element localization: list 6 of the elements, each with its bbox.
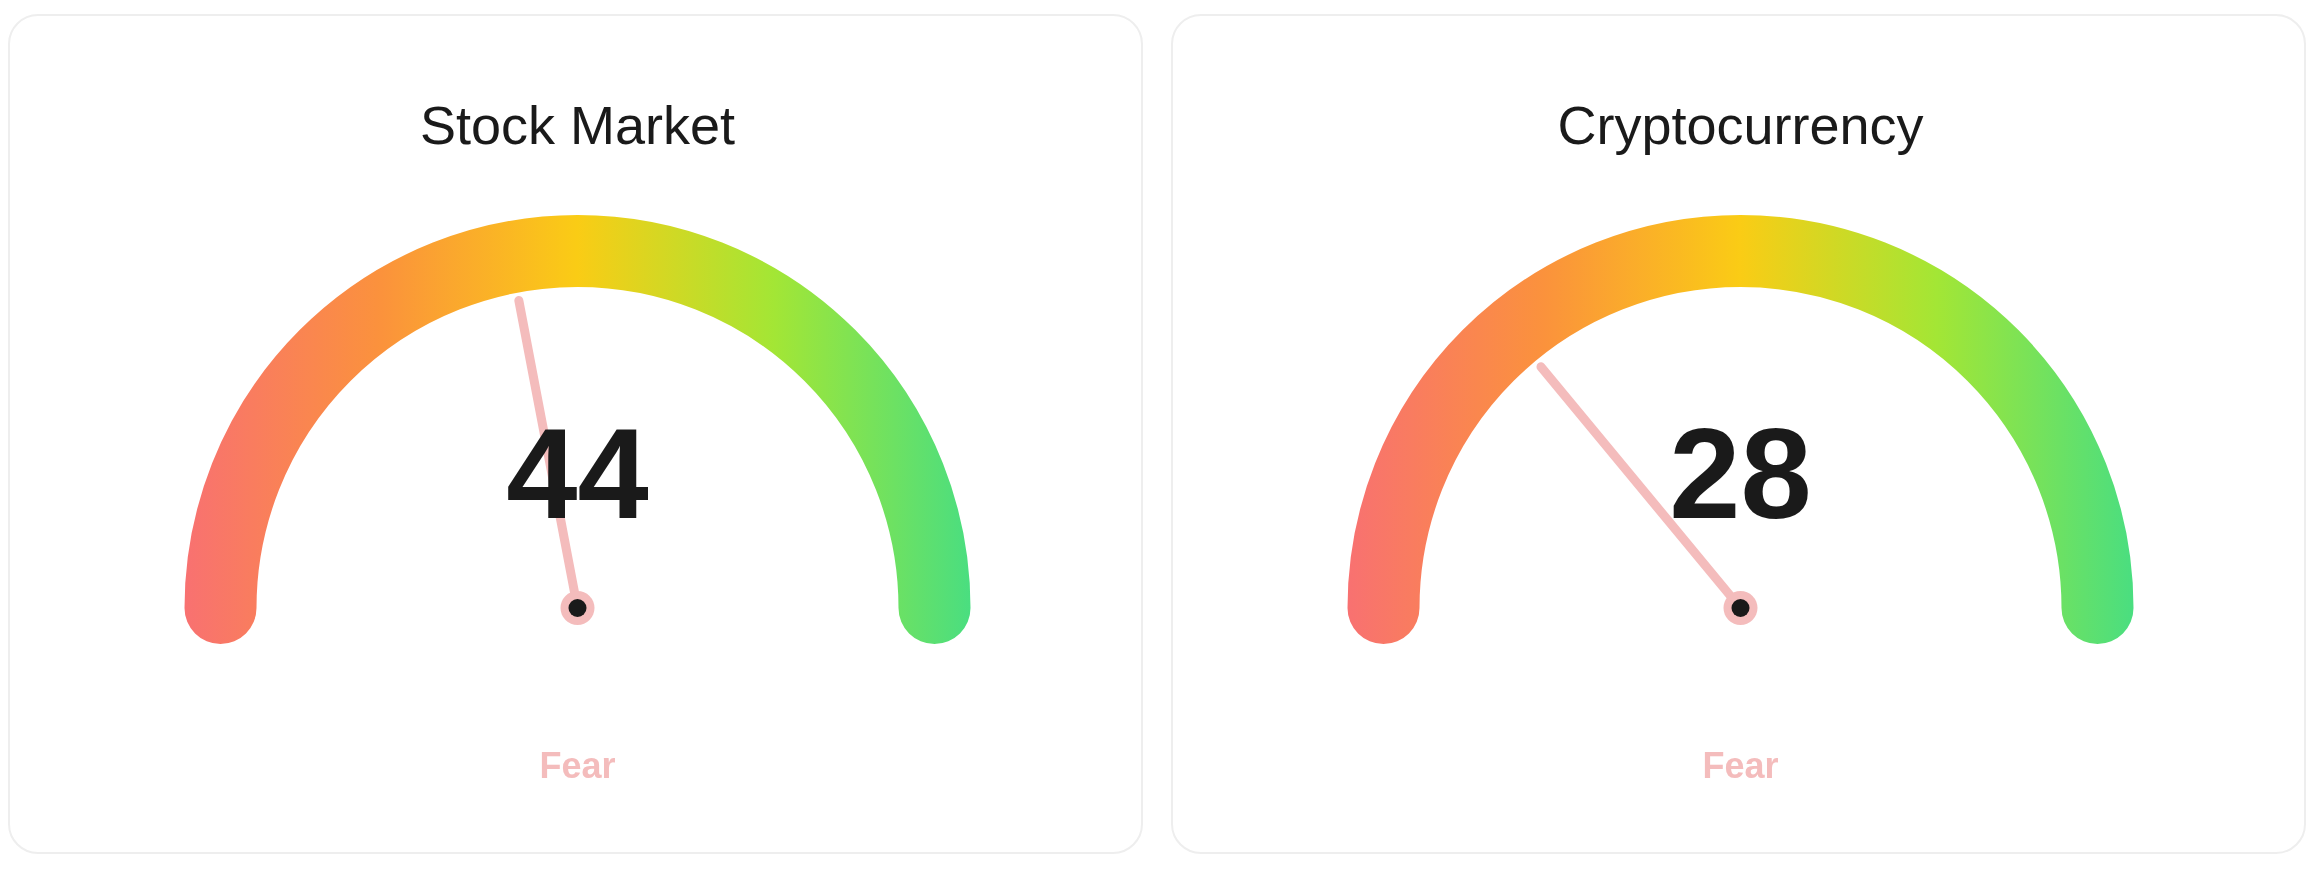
data-label: 44 <box>506 402 649 545</box>
text: Stock Market <box>419 95 736 155</box>
text: Fear <box>1702 745 1779 786</box>
data-label: 28 <box>1669 402 1812 545</box>
text: Fear <box>539 745 616 786</box>
text: Cryptocurrency <box>1557 95 1924 155</box>
